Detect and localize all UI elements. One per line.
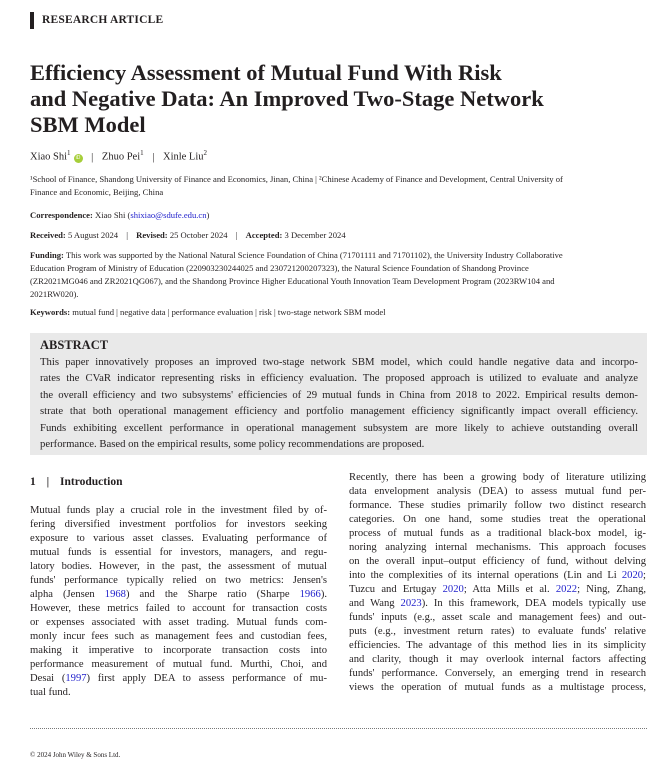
section-number: 1 [30,476,36,488]
funding-line: (ZR2021MG046 and ZR2021QG067), and the S… [30,276,555,286]
body-text-line: and clarity, though it may overlook inte… [349,654,646,665]
body-text-line: funds' performance typically relied on t… [30,575,327,586]
body-text-line: efficiencies. The advantage of this meth… [349,640,646,651]
body-text-line: mutual funds is essential for investors,… [30,547,327,558]
body-text-line: alpha (Jensen 1968) and the Sharpe ratio… [30,589,327,600]
body-text-line: on the overall input–output efficiency o… [349,556,646,567]
accepted-label: Accepted: [245,230,283,240]
article-type-label: RESEARCH ARTICLE [30,12,163,29]
title-line: and Negative Data: An Improved Two-Stage… [30,86,544,111]
body-text-line: or expenses associated with asset tradin… [30,617,327,628]
abstract-line: strate that both operational management … [40,405,638,418]
revised-date: 25 October 2024 [169,230,228,240]
right-column-text: Recently, there has been a growing body … [349,471,646,695]
body-text-line: Desai (1997) first apply DEA to assess p… [30,673,327,684]
abstract-body: This paper innovatively proposes an impr… [40,354,638,452]
revised-label: Revised: [136,230,168,240]
correspondence-label: Correspondence: [30,210,93,220]
body-text-line: fering diversified investment portfolios… [30,519,327,530]
body-text-line: exposure to various asset classes. Evalu… [30,533,327,544]
body-text-line: data envelopment analysis (DEA) to asses… [349,486,646,497]
accepted-date: 3 December 2024 [284,230,346,240]
footer-divider [30,728,647,729]
article-title: Efficiency Assessment of Mutual Fund Wit… [30,60,630,138]
affiliation-line: ¹School of Finance, Shandong University … [30,174,563,184]
keywords-label: Keywords: [30,307,71,317]
abstract-line: performance. Based on the empirical resu… [40,437,425,450]
body-text-line: Mutual funds play a crucial role in the … [30,505,327,516]
body-text-line: views the operation of mutual funds as a… [349,682,646,693]
citation-link[interactable]: 1997 [65,673,87,684]
body-text-line: funds' performance. Conversely, an emerg… [349,668,646,679]
body-text-line: monly incur fees such as management fees… [30,631,327,642]
body-text-line: process of mutual funds as a traditional… [349,528,646,539]
correspondence-name: Xiao Shi [95,210,126,220]
separator: | [91,151,94,163]
citation-link[interactable]: 1968 [104,589,126,600]
funding-line: Education Program of Ministry of Educati… [30,263,529,273]
received-label: Received: [30,230,66,240]
copyright-footer: © 2024 John Wiley & Sons Ltd. [30,751,121,759]
abstract-heading: ABSTRACT [40,338,109,352]
citation-link[interactable]: 2020 [621,570,644,581]
affiliation-line: Finance and Economic, Beijing, China [30,187,164,197]
body-text-line: into the complexities of its internal op… [349,570,646,581]
body-text-line: latory bodies. However, in the past, the… [30,561,327,572]
body-text-line: puts (e.g., investment return rates) to … [349,626,646,637]
abstract-line: This paper innovatively proposes an impr… [40,356,638,368]
body-text-line: Tuzcu and Ertugay 2020; Atta Mills et al… [349,584,646,595]
body-text-line: and Wang 2023). In this framework, DEA m… [349,598,646,609]
correspondence-email-link[interactable]: shixiao@sdufe.edu.cn [130,210,207,220]
title-line: Efficiency Assessment of Mutual Fund Wit… [30,60,502,85]
body-text-line: However, these metrics failed to account… [30,603,327,614]
body-text-line: funds' inputs (e.g., asset scale and man… [349,612,646,623]
abstract-line: the overall efficiency and two subsystem… [40,388,638,401]
abstract-line: rates the CVaR indicator representing ri… [40,372,638,385]
author-name[interactable]: Zhuo Pei [101,151,141,163]
body-text-line: formance. These studies primarily follow… [349,500,646,511]
body-text-line: performance measurement of mutual fund. … [30,659,327,670]
body-text-line: Recently, there has been a growing body … [349,472,646,483]
body-text-line: noring analyzing internal mechanisms. Th… [349,542,646,553]
funding: Funding: This work was supported by the … [30,249,563,301]
affiliation-mark: 1 [140,149,144,157]
separator: | [152,151,155,163]
affiliations: ¹School of Finance, Shandong University … [30,173,563,199]
author-name[interactable]: Xiao Shi [30,151,68,163]
title-line: SBM Model [30,112,146,137]
citation-link[interactable]: 2022 [555,584,578,595]
affiliation-mark: 1 [67,149,71,157]
received-date: 5 August 2024 [67,230,119,240]
funding-line: 2021RW020). [30,289,79,299]
left-column-text: Mutual funds play a crucial role in the … [30,504,327,700]
keywords-text: mutual fund | negative data | performanc… [72,307,386,317]
abstract-line: Funds exhibiting excellent performance i… [40,421,638,434]
section-heading: 1 | Introduction [30,476,123,488]
citation-link[interactable]: 2023 [400,598,422,609]
body-text-line: making it imperative to incorporate tran… [30,645,327,656]
author-name[interactable]: Xinle Liu [162,151,204,163]
article-dates: Received: 5 August 2024 | Revised: 25 Oc… [30,230,346,240]
orcid-icon[interactable]: iD [73,153,83,163]
citation-link[interactable]: 2020 [442,584,464,595]
section-title: Introduction [60,476,123,488]
body-text-line: categories. On one hand, some studies tr… [349,514,646,525]
funding-line: This work was supported by the National … [65,250,563,260]
author-list: Xiao Shi1iD | Zhuo Pei1 | Xinle Liu2 [30,146,207,165]
affiliation-mark: 2 [203,149,208,157]
body-text-line: tual fund. [30,687,71,698]
abstract-box: ABSTRACT This paper innovatively propose… [30,333,647,455]
keywords: Keywords: mutual fund | negative data | … [30,306,386,319]
funding-label: Funding: [30,250,64,260]
correspondence: Correspondence: Xiao Shi (shixiao@sdufe.… [30,210,210,220]
citation-link[interactable]: 1966 [299,589,321,600]
